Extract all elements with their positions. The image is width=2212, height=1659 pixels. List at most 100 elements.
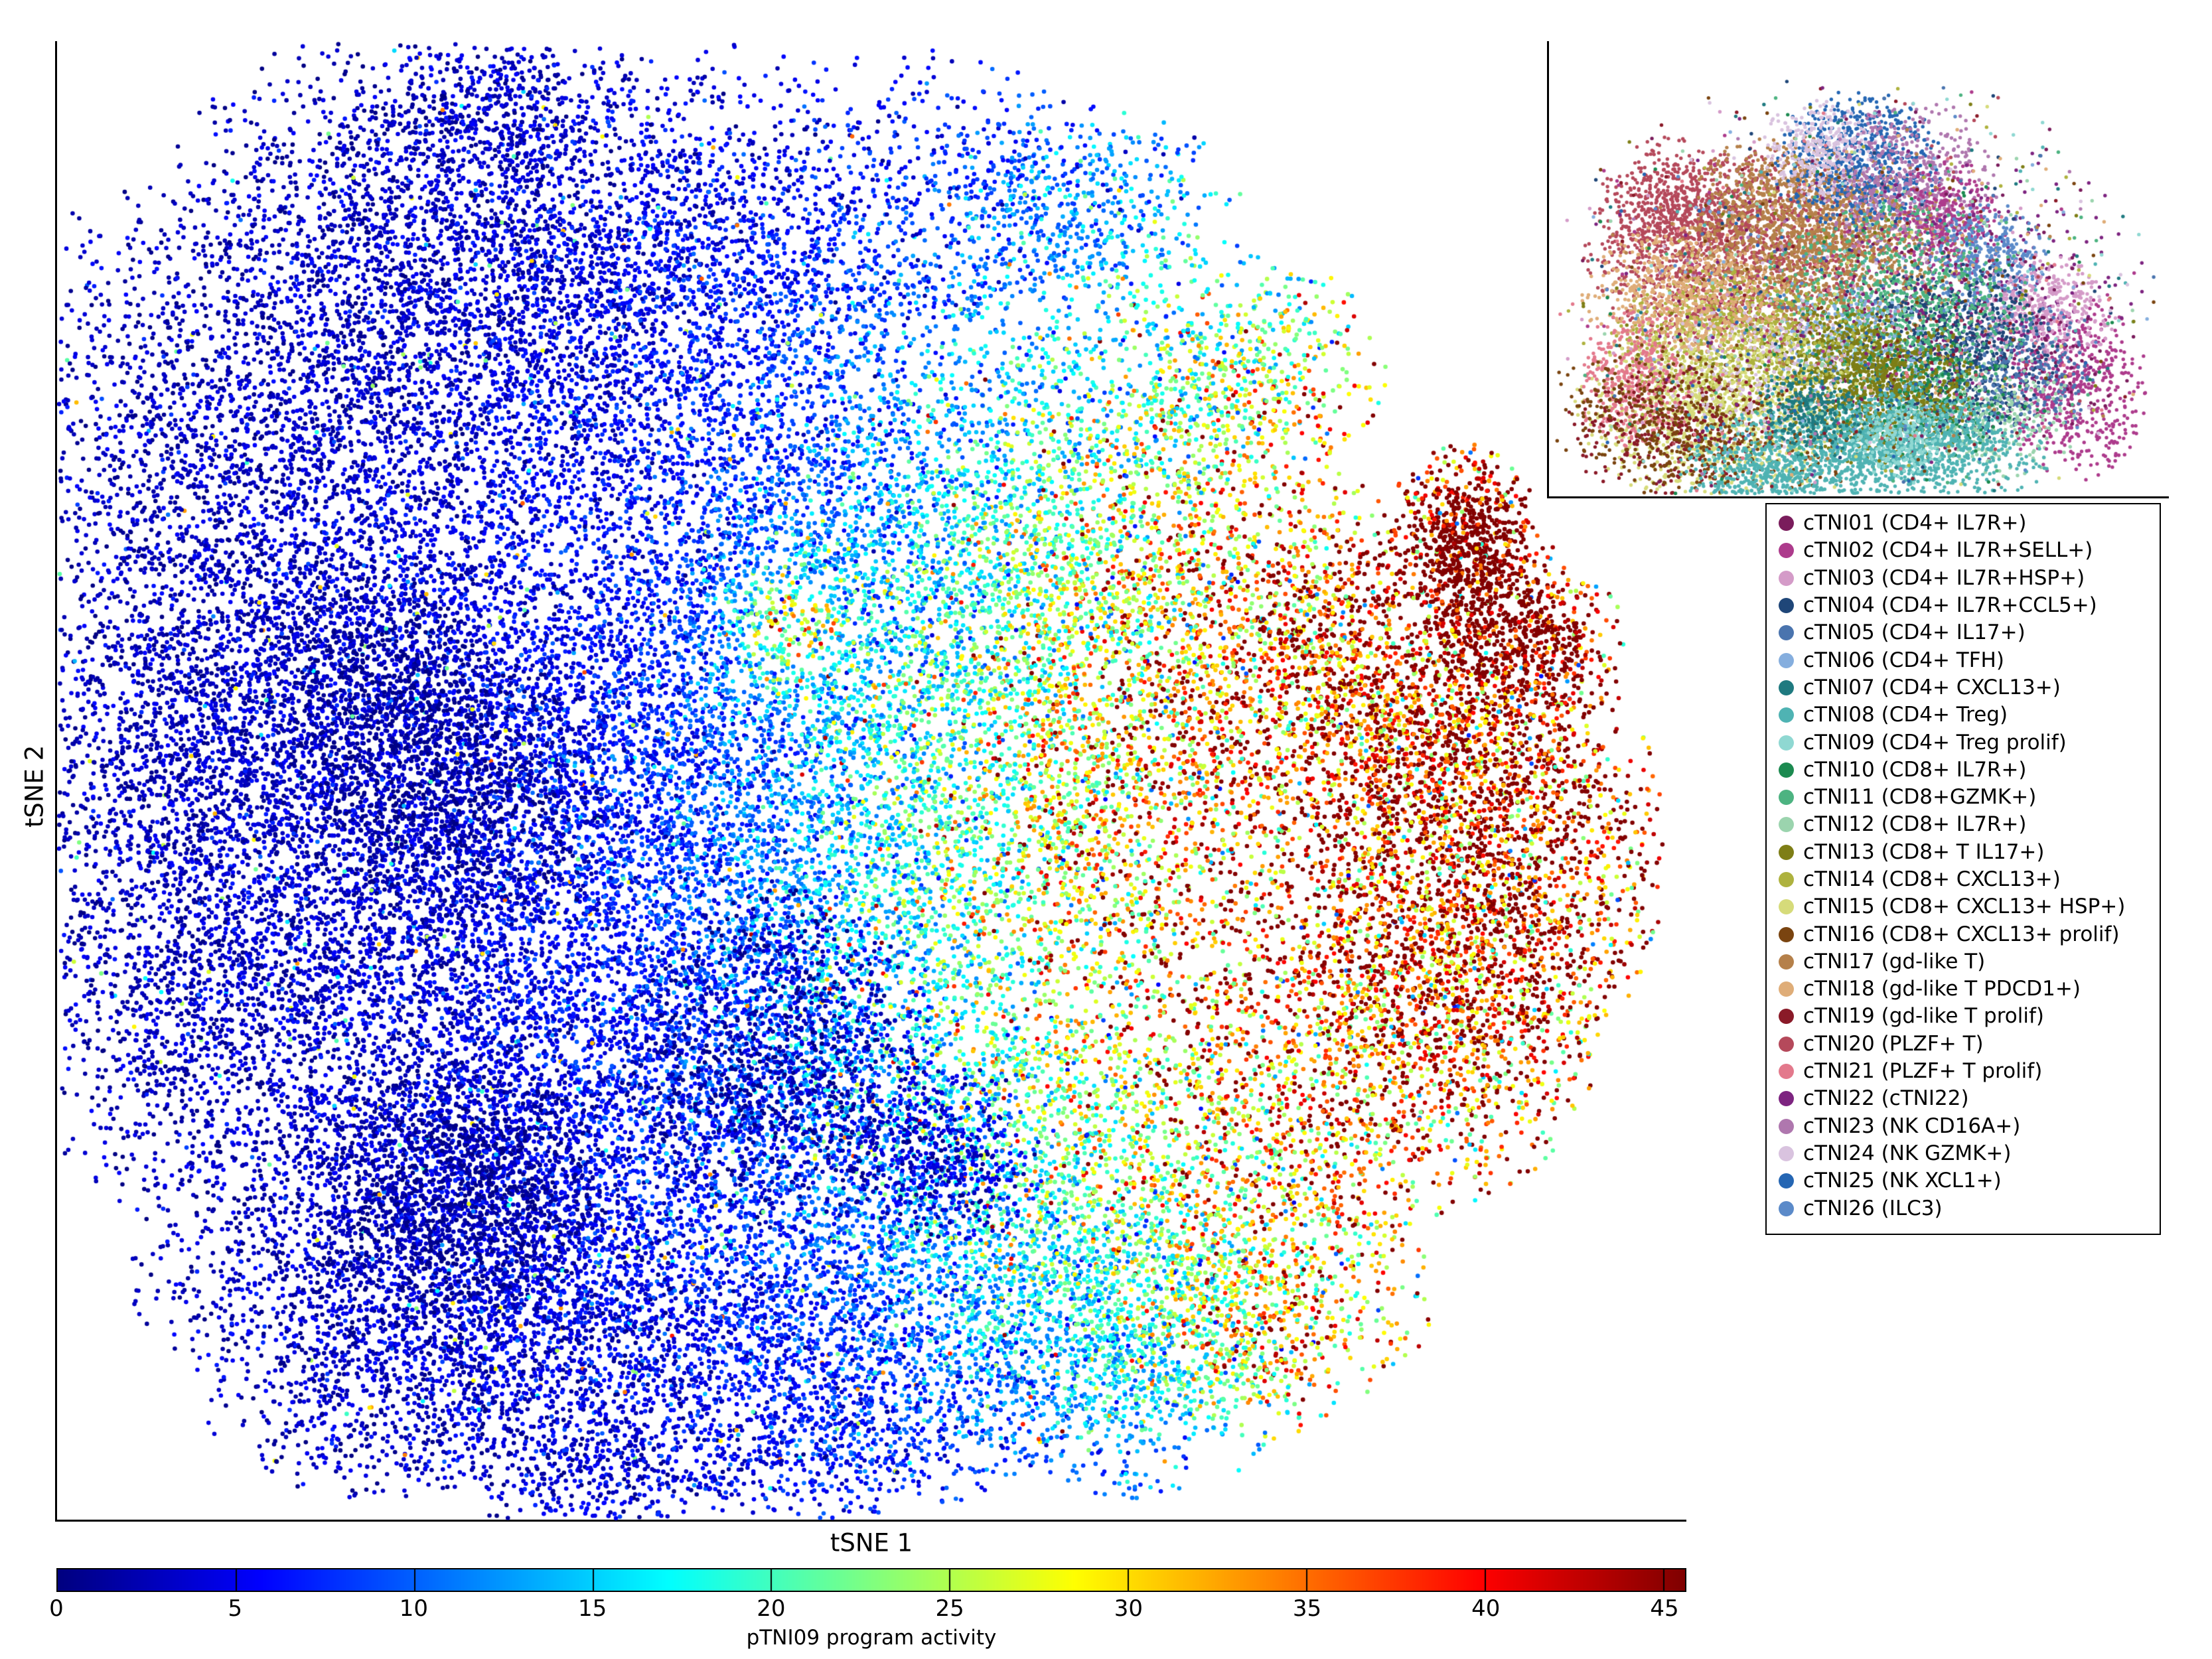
- legend-item-label: cTNI18 (gd-like T PDCD1+): [1803, 977, 2081, 1001]
- legend-item: cTNI25 (NK XCL1+): [1767, 1167, 2160, 1194]
- legend-item: cTNI12 (CD8+ IL7R+): [1767, 811, 2160, 838]
- legend-swatch-icon: [1779, 625, 1794, 641]
- legend-item: cTNI06 (CD4+ TFH): [1767, 646, 2160, 674]
- legend-item: cTNI10 (CD8+ IL7R+): [1767, 757, 2160, 784]
- legend-swatch-icon: [1779, 926, 1794, 942]
- legend-item: cTNI02 (CD4+ IL7R+SELL+): [1767, 537, 2160, 564]
- colorbar-tick-label: 15: [578, 1595, 607, 1622]
- legend-item: cTNI22 (cTNI22): [1767, 1085, 2160, 1112]
- legend-swatch-icon: [1779, 1173, 1794, 1189]
- legend-item-label: cTNI19 (gd-like T prolif): [1803, 1004, 2044, 1029]
- colorbar-tick-label: 45: [1650, 1595, 1679, 1622]
- legend-item: cTNI15 (CD8+ CXCL13+ HSP+): [1767, 893, 2160, 920]
- legend-swatch-icon: [1779, 1036, 1794, 1052]
- legend-item: cTNI24 (NK GZMK+): [1767, 1140, 2160, 1167]
- legend-item: cTNI09 (CD4+ Treg prolif): [1767, 729, 2160, 756]
- x-axis-label: tSNE 1: [830, 1528, 913, 1557]
- legend-swatch-icon: [1779, 707, 1794, 723]
- legend-item: cTNI03 (CD4+ IL7R+HSP+): [1767, 565, 2160, 592]
- inset-y-axis-spine: [1547, 41, 1549, 496]
- legend-item-label: cTNI24 (NK GZMK+): [1803, 1141, 2012, 1165]
- colorbar-tick-label: 5: [228, 1595, 243, 1622]
- y-axis-label: tSNE 2: [20, 745, 49, 828]
- legend-item-label: cTNI04 (CD4+ IL7R+CCL5+): [1803, 593, 2097, 618]
- colorbar-tick-label: 0: [49, 1595, 64, 1622]
- legend-swatch-icon: [1779, 817, 1794, 833]
- colorbar-tick-label: 40: [1471, 1595, 1501, 1622]
- legend-item-label: cTNI26 (ILC3): [1803, 1196, 1943, 1220]
- legend-swatch-icon: [1779, 762, 1794, 778]
- legend-swatch-icon: [1779, 790, 1794, 806]
- inset-x-axis-spine: [1547, 496, 2169, 498]
- colorbar-tick-label: 25: [935, 1595, 964, 1622]
- legend-item: cTNI04 (CD4+ IL7R+CCL5+): [1767, 592, 2160, 619]
- legend-item-label: cTNI10 (CD8+ IL7R+): [1803, 757, 2027, 782]
- legend-item: cTNI13 (CD8+ T IL17+): [1767, 839, 2160, 866]
- inset-cluster-scatter-canvas: [1549, 41, 2160, 496]
- legend-item-label: cTNI16 (CD8+ CXCL13+ prolif): [1803, 922, 2120, 946]
- legend-swatch-icon: [1779, 516, 1794, 532]
- legend-item-label: cTNI08 (CD4+ Treg): [1803, 703, 2008, 727]
- legend-item: cTNI11 (CD8+GZMK+): [1767, 784, 2160, 811]
- legend-swatch-icon: [1779, 735, 1794, 751]
- legend-swatch-icon: [1779, 954, 1794, 970]
- legend-item: cTNI21 (PLZF+ T prolif): [1767, 1058, 2160, 1085]
- legend-swatch-icon: [1779, 981, 1794, 997]
- legend-swatch-icon: [1779, 570, 1794, 586]
- legend-item-label: cTNI11 (CD8+GZMK+): [1803, 785, 2037, 810]
- legend-swatch-icon: [1779, 1091, 1794, 1107]
- legend-item-label: cTNI12 (CD8+ IL7R+): [1803, 812, 2027, 837]
- legend-item-label: cTNI17 (gd-like T): [1803, 949, 1986, 974]
- legend-item-label: cTNI01 (CD4+ IL7R+): [1803, 511, 2027, 536]
- legend-item-label: cTNI06 (CD4+ TFH): [1803, 648, 2004, 672]
- colorbar-tick-label: 20: [757, 1595, 786, 1622]
- legend-item-label: cTNI25 (NK XCL1+): [1803, 1169, 2002, 1193]
- colorbar-label: pTNI09 program activity: [746, 1626, 997, 1650]
- main-y-axis-spine: [55, 41, 57, 1520]
- legend-swatch-icon: [1779, 1118, 1794, 1134]
- legend-item: cTNI26 (ILC3): [1767, 1194, 2160, 1222]
- legend-item: cTNI17 (gd-like T): [1767, 948, 2160, 975]
- legend-item-label: cTNI03 (CD4+ IL7R+HSP+): [1803, 565, 2085, 590]
- colorbar-tick-label: 35: [1292, 1595, 1322, 1622]
- colorbar-gradient-canvas: [58, 1569, 1685, 1591]
- legend-swatch-icon: [1779, 1009, 1794, 1025]
- legend-item-label: cTNI15 (CD8+ CXCL13+ HSP+): [1803, 895, 2126, 919]
- legend-item-label: cTNI02 (CD4+ IL7R+SELL+): [1803, 538, 2093, 563]
- legend-item: cTNI05 (CD4+ IL17+): [1767, 619, 2160, 646]
- main-x-axis-spine: [55, 1520, 1686, 1522]
- legend-swatch-icon: [1779, 899, 1794, 915]
- legend-item-label: cTNI07 (CD4+ CXCL13+): [1803, 675, 2061, 699]
- legend-swatch-icon: [1779, 1064, 1794, 1080]
- legend-item-label: cTNI09 (CD4+ Treg prolif): [1803, 730, 2067, 755]
- legend-item: cTNI19 (gd-like T prolif): [1767, 1003, 2160, 1030]
- legend-item-label: cTNI21 (PLZF+ T prolif): [1803, 1059, 2043, 1084]
- main-tsne-scatter-canvas: [57, 41, 1686, 1520]
- legend-swatch-icon: [1779, 652, 1794, 668]
- legend-item: cTNI16 (CD8+ CXCL13+ prolif): [1767, 920, 2160, 948]
- legend-item: cTNI14 (CD8+ CXCL13+): [1767, 866, 2160, 893]
- legend-swatch-icon: [1779, 598, 1794, 614]
- legend-item: cTNI18 (gd-like T PDCD1+): [1767, 975, 2160, 1003]
- legend-item-label: cTNI23 (NK CD16A+): [1803, 1114, 2021, 1138]
- colorbar: [56, 1568, 1686, 1592]
- legend-swatch-icon: [1779, 543, 1794, 559]
- legend-item-label: cTNI20 (PLZF+ T): [1803, 1031, 1984, 1056]
- legend-item: cTNI01 (CD4+ IL7R+): [1767, 510, 2160, 537]
- legend-swatch-icon: [1779, 872, 1794, 887]
- legend-item: cTNI08 (CD4+ Treg): [1767, 701, 2160, 729]
- legend-item-label: cTNI13 (CD8+ T IL17+): [1803, 839, 2045, 864]
- cluster-legend: cTNI01 (CD4+ IL7R+) cTNI02 (CD4+ IL7R+SEL…: [1765, 503, 2161, 1235]
- legend-item-label: cTNI05 (CD4+ IL17+): [1803, 620, 2026, 645]
- legend-swatch-icon: [1779, 680, 1794, 695]
- legend-item-label: cTNI14 (CD8+ CXCL13+): [1803, 867, 2061, 891]
- legend-item: cTNI23 (NK CD16A+): [1767, 1113, 2160, 1140]
- legend-swatch-icon: [1779, 1200, 1794, 1216]
- colorbar-tick-label: 30: [1114, 1595, 1143, 1622]
- colorbar-tick-label: 10: [399, 1595, 429, 1622]
- legend-item: cTNI20 (PLZF+ T): [1767, 1031, 2160, 1058]
- legend-swatch-icon: [1779, 844, 1794, 860]
- legend-swatch-icon: [1779, 1145, 1794, 1161]
- legend-item: cTNI07 (CD4+ CXCL13+): [1767, 674, 2160, 701]
- legend-item-label: cTNI22 (cTNI22): [1803, 1086, 1969, 1111]
